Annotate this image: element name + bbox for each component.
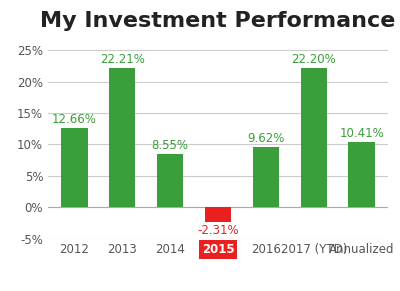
Text: 2012: 2012 (60, 243, 89, 256)
Text: 2016: 2016 (251, 243, 281, 256)
Text: -2.31%: -2.31% (197, 223, 239, 237)
Title: My Investment Performance: My Investment Performance (40, 11, 396, 31)
Bar (348, 142, 375, 207)
Text: 2014: 2014 (155, 243, 185, 256)
Text: 9.62%: 9.62% (247, 132, 284, 145)
Text: Annualized: Annualized (329, 243, 394, 256)
Text: 12.66%: 12.66% (52, 113, 97, 126)
Text: 22.20%: 22.20% (291, 53, 336, 66)
Bar (109, 68, 135, 207)
Text: 2015: 2015 (202, 243, 234, 256)
Bar (253, 147, 279, 207)
Bar (205, 207, 231, 222)
Text: 10.41%: 10.41% (339, 127, 384, 140)
Bar (301, 68, 327, 207)
Text: 2013: 2013 (107, 243, 137, 256)
Text: 2017 (YTD): 2017 (YTD) (280, 243, 347, 256)
Text: 8.55%: 8.55% (152, 139, 189, 152)
Bar (157, 154, 183, 207)
Bar (61, 128, 88, 207)
Text: 22.21%: 22.21% (100, 53, 145, 66)
